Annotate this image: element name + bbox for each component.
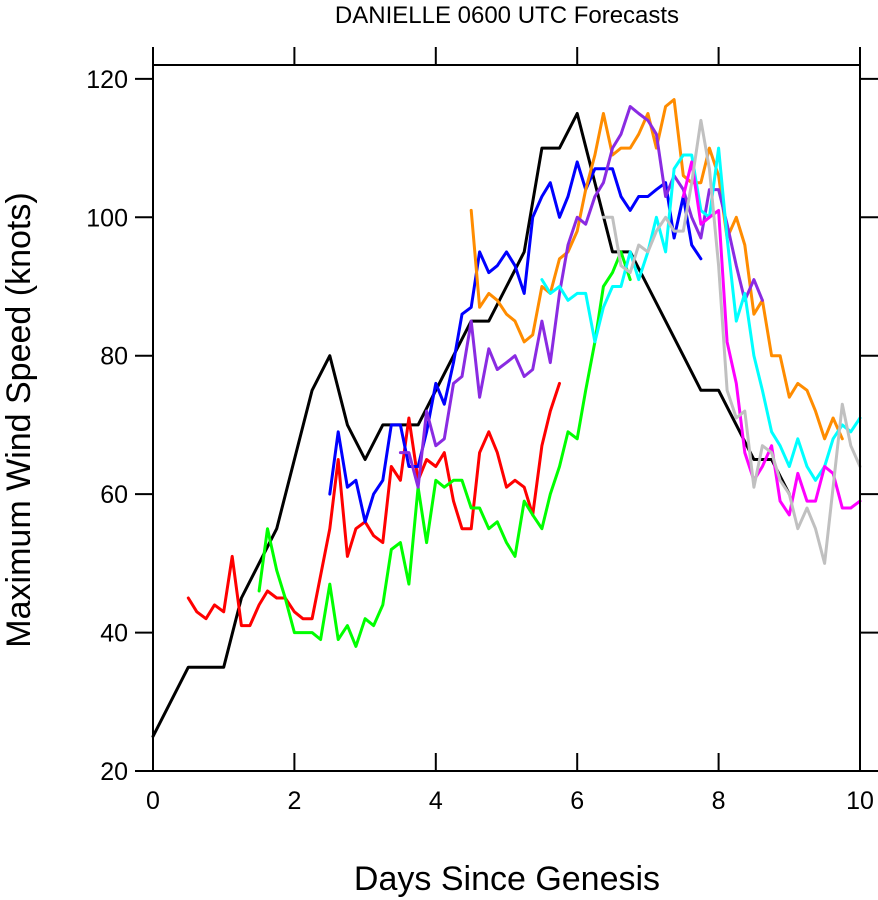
chart-title: DANIELLE 0600 UTC Forecasts bbox=[335, 2, 679, 29]
x-axis-label: Days Since Genesis bbox=[354, 860, 660, 898]
series-line-7 bbox=[540, 146, 862, 482]
ticks-layer: 0 2 4 6 8 10 20 40 60 80 100 120 bbox=[86, 47, 878, 815]
series-line-6 bbox=[398, 105, 764, 489]
series-line-4 bbox=[328, 160, 703, 524]
series-line-5 bbox=[469, 98, 844, 441]
x-tick-label: 6 bbox=[570, 787, 584, 815]
x-tick-label: 0 bbox=[146, 787, 160, 815]
y-tick-label: 60 bbox=[100, 481, 128, 509]
y-tick-label: 120 bbox=[86, 66, 128, 94]
x-tick-label: 8 bbox=[712, 787, 726, 815]
y-tick-label: 20 bbox=[100, 758, 128, 786]
y-tick-label: 80 bbox=[100, 343, 128, 371]
y-tick-label: 40 bbox=[100, 620, 128, 648]
x-tick-label: 2 bbox=[287, 787, 301, 815]
x-tick-label: 10 bbox=[846, 787, 874, 815]
y-tick-label: 100 bbox=[86, 204, 128, 232]
series-line-3 bbox=[257, 250, 632, 648]
series-line-9 bbox=[601, 118, 862, 565]
y-axis-label: Maximum Wind Speed (knots) bbox=[0, 192, 38, 647]
plot-frame bbox=[152, 64, 861, 772]
series-line-2 bbox=[186, 381, 561, 628]
x-tick-label: 4 bbox=[429, 787, 443, 815]
series-layer bbox=[151, 98, 862, 738]
series-line-1 bbox=[151, 112, 791, 738]
